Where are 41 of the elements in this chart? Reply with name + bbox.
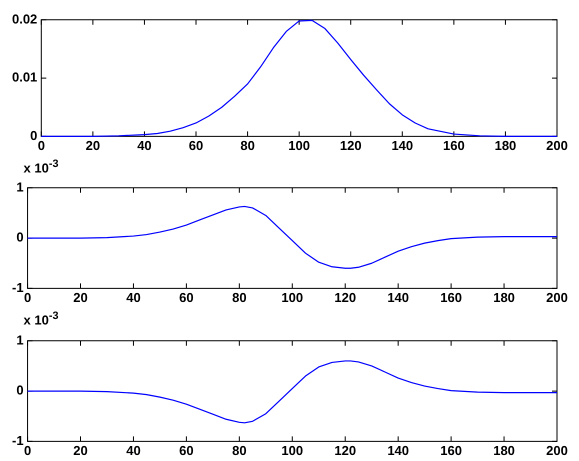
y-tick-label: 0.02 [12, 11, 38, 26]
x-tick-label: 180 [493, 290, 515, 306]
x-tick-label: 120 [334, 442, 356, 458]
x-tick-label: 160 [440, 290, 462, 306]
y-tick-label: 0.01 [12, 70, 38, 85]
x-tick-label: 80 [240, 138, 255, 153]
text: x 10$^{-3}$ [22, 309, 60, 329]
x-tick-label: 40 [137, 138, 152, 153]
x-tick-label: 200 [546, 290, 568, 306]
y-tick-label: 1 [16, 332, 24, 348]
x-tick-label: 100 [281, 442, 304, 458]
x-tick-label: 120 [334, 290, 356, 306]
x-tick-label: 100 [288, 138, 310, 153]
y-tick-label: -1 [12, 432, 24, 448]
x-tick-label: 160 [443, 138, 465, 153]
x-tick-label: 20 [86, 138, 100, 153]
x-tick-label: 180 [494, 138, 516, 153]
x-tick-label: 80 [232, 290, 247, 306]
x-tick-label: 140 [391, 138, 414, 153]
x-tick-label: 140 [387, 442, 410, 458]
x-tick-label: 80 [232, 442, 247, 458]
y-tick-label: 1 [16, 180, 24, 195]
x-tick-label: 60 [179, 290, 194, 306]
y-tick-label: 0 [30, 128, 38, 143]
text: x 10$^{-3}$ [22, 157, 60, 176]
x-tick-label: 200 [546, 138, 568, 153]
x-tick-label: 100 [281, 290, 304, 306]
x-tick-label: 20 [73, 290, 88, 306]
y-tick-label: -1 [12, 280, 24, 296]
x-tick-label: 40 [126, 442, 141, 458]
x-tick-label: 140 [387, 290, 410, 306]
x-tick-label: 180 [493, 442, 515, 458]
x-tick-label: 40 [126, 290, 141, 306]
x-tick-label: 120 [340, 138, 362, 153]
y-tick-label: 0 [16, 230, 24, 246]
x-tick-label: 160 [440, 442, 462, 458]
x-tick-label: 20 [73, 442, 88, 458]
y-tick-label: 0 [16, 382, 24, 398]
x-tick-label: 200 [546, 442, 568, 458]
x-tick-label: 60 [179, 442, 194, 458]
x-tick-label: 60 [188, 138, 204, 153]
